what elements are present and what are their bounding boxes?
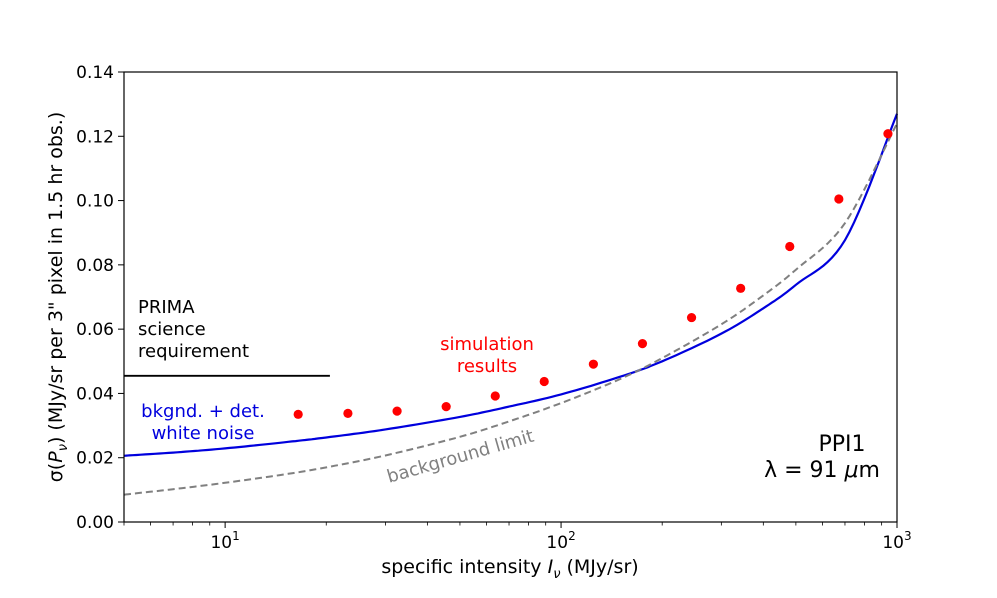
x-tick-base: 10 <box>546 533 568 553</box>
y-tick-label: 0.14 <box>76 63 114 83</box>
simulation-point <box>785 241 795 252</box>
y-axis-label-prefix: σ( <box>45 463 67 482</box>
simulation-point <box>343 408 353 418</box>
x-axis-label: specific intensity Iν (MJy/sr) <box>381 556 638 582</box>
simulation-point <box>539 376 549 387</box>
noise-label-line-1: bkgnd. + det. <box>141 401 265 422</box>
y-tick-label: 0.00 <box>76 513 114 533</box>
x-axis-label-suffix: (MJy/sr) <box>560 556 638 578</box>
simulation-point <box>883 129 893 139</box>
y-axis-label-sub: ν <box>56 444 71 451</box>
x-axis-label-prefix: specific intensity <box>381 556 547 578</box>
y-axis-label-suffix: ) (MJy/sr per 3" pixel in 1.5 hr obs.) <box>45 112 67 444</box>
simulation-point <box>834 194 844 204</box>
simulation-point <box>392 406 402 416</box>
noise-curve-line <box>123 113 899 457</box>
y-tick-label: 0.06 <box>76 320 114 340</box>
x-tick-label: 102 <box>546 529 575 553</box>
y-tick-label: 0.04 <box>76 384 114 404</box>
marker-layer <box>293 129 893 419</box>
simulation-point <box>441 402 451 412</box>
simulation-point <box>686 312 697 323</box>
simulation-point <box>490 391 500 401</box>
x-tick-exponent: 3 <box>904 529 912 543</box>
wavelength-unit-greek: μ <box>844 458 859 483</box>
field-label: PPI1 <box>818 432 865 457</box>
prima-label-line-1: PRIMA <box>138 297 195 318</box>
series-layer <box>123 113 899 496</box>
y-tick-label: 0.12 <box>76 127 114 147</box>
y-tick-label: 0.08 <box>76 256 114 276</box>
noise-label-line-2: white noise <box>152 423 255 444</box>
x-tick-base: 10 <box>210 533 232 553</box>
simulation-point <box>637 339 648 349</box>
simulation-label-line-1: simulation <box>440 334 534 355</box>
y-axis-label: σ(Pν) (MJy/sr per 3" pixel in 1.5 hr obs… <box>45 112 71 482</box>
background-limit-label: background limit <box>385 426 537 488</box>
x-tick-label: 103 <box>882 529 911 553</box>
x-tick-exponent: 1 <box>232 529 240 543</box>
x-axis-label-var: I <box>548 556 554 578</box>
prima-label-line-2: science <box>138 319 206 340</box>
y-tick-label: 0.10 <box>76 192 114 212</box>
simulation-point <box>588 359 598 369</box>
y-tick-label: 0.02 <box>76 449 114 469</box>
x-tick-base: 10 <box>882 533 904 553</box>
x-tick-label: 101 <box>210 529 239 553</box>
simulation-point <box>736 283 746 293</box>
y-axis-label-var: P <box>45 451 67 463</box>
wavelength-label: λ = 91 μm <box>764 458 880 483</box>
x-axis-label-sub: ν <box>553 567 560 582</box>
background-limit-line <box>123 122 898 496</box>
wavelength-unit-rest: m <box>859 458 880 483</box>
wavelength-prefix: λ = 91 <box>764 458 844 483</box>
simulation-point <box>293 409 303 419</box>
simulation-label-line-2: results <box>457 356 517 377</box>
plot-frame <box>123 71 898 523</box>
x-tick-exponent: 2 <box>568 529 576 543</box>
prima-label-line-3: requirement <box>138 341 249 362</box>
